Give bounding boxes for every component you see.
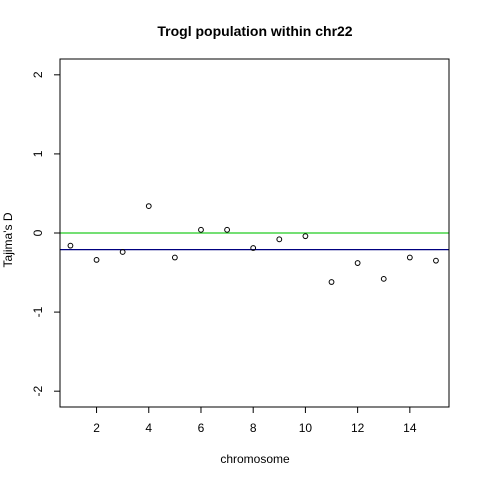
x-tick-label-14: 14 — [403, 421, 417, 435]
y-tick-label-0: 0 — [31, 229, 45, 236]
x-tick-label-8: 8 — [250, 421, 257, 435]
data-point-14 — [406, 254, 413, 261]
y-tick-label-2: 2 — [31, 71, 45, 78]
data-point-3 — [119, 249, 126, 255]
data-point-5 — [171, 254, 178, 261]
x-tick-label-4: 4 — [145, 421, 152, 435]
x-tick-label-10: 10 — [299, 421, 313, 435]
data-point-10 — [302, 233, 309, 240]
data-point-15 — [433, 257, 439, 264]
y-tick-label--1: -1 — [31, 306, 45, 317]
chart-title: Trogl population within chr22 — [157, 23, 352, 39]
data-point-11 — [328, 279, 335, 285]
data-point-7 — [224, 226, 230, 233]
x-axis-label: chromosome — [220, 452, 290, 466]
data-point-12 — [354, 260, 361, 266]
data-point-2 — [93, 256, 100, 263]
y-axis-label: Tajima's D — [1, 212, 15, 267]
x-tick-label-12: 12 — [351, 421, 365, 435]
data-point-8 — [250, 245, 257, 251]
x-tick-label-2: 2 — [93, 421, 100, 435]
data-point-9 — [276, 236, 283, 243]
data-point-6 — [198, 226, 204, 233]
data-point-13 — [380, 275, 387, 282]
y-tick-label--2: -2 — [31, 386, 45, 397]
x-tick-label-6: 6 — [198, 421, 205, 435]
data-point-4 — [145, 203, 152, 210]
data-point-1 — [67, 242, 74, 249]
y-tick-label-1: 1 — [31, 150, 45, 157]
